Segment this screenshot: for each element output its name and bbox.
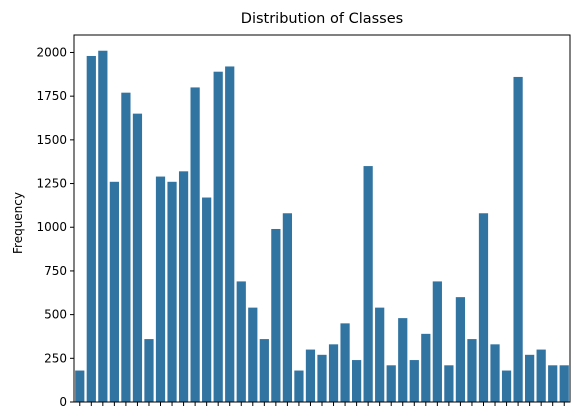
bar xyxy=(144,339,154,402)
bar xyxy=(513,76,523,402)
bar xyxy=(340,323,350,402)
bar xyxy=(167,181,177,402)
bar xyxy=(86,55,96,402)
bar xyxy=(525,354,535,402)
bar xyxy=(317,354,327,402)
bar xyxy=(225,66,235,402)
chart-title: Distribution of Classes xyxy=(241,11,403,27)
bar xyxy=(490,344,500,402)
bar xyxy=(455,297,466,402)
bar xyxy=(548,365,558,402)
bar xyxy=(328,344,339,402)
y-tick-label: 2000 xyxy=(36,45,67,59)
bar xyxy=(536,349,546,402)
bar xyxy=(421,333,431,402)
y-tick-label: 500 xyxy=(44,308,67,322)
bar xyxy=(190,87,200,402)
y-axis: 0 250 500 750 1000 1250 1500 1750 2000 xyxy=(36,45,74,409)
bar xyxy=(409,360,419,402)
bar xyxy=(432,281,442,402)
y-tick-label: 1500 xyxy=(36,133,67,147)
bar xyxy=(559,365,569,402)
bar xyxy=(271,228,281,402)
y-tick-label: 1750 xyxy=(36,89,67,103)
bar xyxy=(375,307,385,402)
bar xyxy=(202,197,212,402)
bars xyxy=(75,50,569,403)
bar xyxy=(121,92,131,403)
bar xyxy=(248,307,258,402)
bar xyxy=(98,50,108,402)
bar xyxy=(478,213,489,402)
y-axis-label: Frequency xyxy=(11,192,25,254)
bar xyxy=(75,370,85,402)
bar xyxy=(132,113,143,403)
bar xyxy=(109,181,119,402)
y-tick-label: 0 xyxy=(59,395,67,409)
bar xyxy=(294,370,304,402)
bar xyxy=(178,171,189,402)
bar xyxy=(398,318,408,402)
bar xyxy=(305,349,316,402)
y-tick-label: 1250 xyxy=(36,177,67,191)
bar xyxy=(282,213,293,402)
bar xyxy=(155,176,166,402)
plot-frame xyxy=(73,34,571,403)
y-tick-label: 250 xyxy=(44,351,67,365)
bar xyxy=(259,339,269,402)
bar xyxy=(501,370,512,402)
bar xyxy=(363,166,373,402)
y-tick-label: 750 xyxy=(44,264,67,278)
bar xyxy=(351,360,362,402)
x-axis xyxy=(79,402,565,406)
bar xyxy=(213,71,223,402)
bar xyxy=(467,339,477,402)
bar xyxy=(386,365,396,402)
y-tick-label: 1000 xyxy=(36,220,67,234)
bar xyxy=(444,365,454,402)
bar xyxy=(236,281,246,402)
